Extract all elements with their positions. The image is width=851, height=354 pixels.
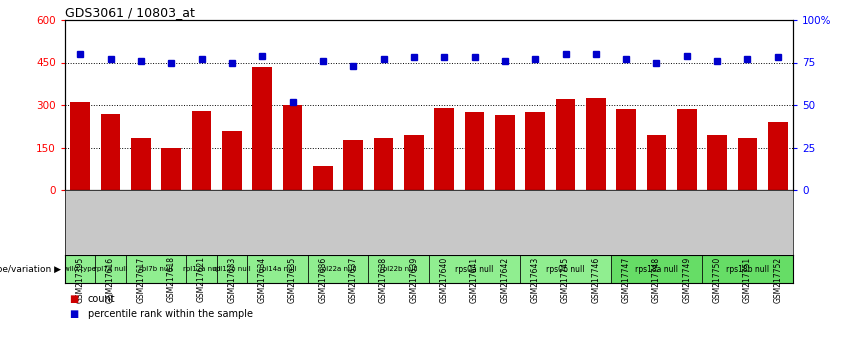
Bar (191, 111, 211, 190)
Bar (556, 99, 575, 190)
Text: rps0b null: rps0b null (546, 264, 585, 274)
Text: ■: ■ (69, 293, 78, 303)
Text: rpl12a null: rpl12a null (183, 266, 220, 272)
Bar (647, 135, 666, 190)
Text: rpl7a null: rpl7a null (94, 266, 127, 272)
Bar (738, 138, 757, 190)
Text: percentile rank within the sample: percentile rank within the sample (88, 309, 253, 319)
Bar (283, 105, 302, 190)
Text: genotype/variation ▶: genotype/variation ▶ (0, 264, 61, 274)
Text: GDS3061 / 10803_at: GDS3061 / 10803_at (65, 6, 195, 19)
Bar (434, 108, 454, 190)
Bar (247, 255, 308, 283)
Bar (611, 255, 702, 283)
Text: count: count (88, 293, 116, 303)
Text: rpl22a null: rpl22a null (319, 266, 357, 272)
Bar (495, 115, 515, 190)
Bar (162, 148, 181, 190)
Bar (126, 255, 186, 283)
Bar (100, 114, 120, 190)
Bar (768, 122, 788, 190)
Text: rpl14a null: rpl14a null (259, 266, 296, 272)
Bar (71, 102, 90, 190)
Bar (186, 255, 217, 283)
Bar (252, 67, 272, 190)
Bar (368, 255, 429, 283)
Text: ■: ■ (69, 309, 78, 319)
Bar (707, 135, 727, 190)
Bar (586, 98, 606, 190)
Bar (374, 138, 393, 190)
Text: rps18a null: rps18a null (635, 264, 678, 274)
Text: rps0a null: rps0a null (455, 264, 494, 274)
Bar (616, 109, 636, 190)
Bar (65, 255, 95, 283)
Text: wild type: wild type (64, 266, 96, 272)
Bar (308, 255, 368, 283)
Bar (525, 112, 545, 190)
Bar (520, 255, 611, 283)
Bar (95, 255, 126, 283)
Bar (677, 109, 697, 190)
Text: rpl12b null: rpl12b null (213, 266, 251, 272)
Bar (343, 141, 363, 190)
Bar (131, 138, 151, 190)
Bar (222, 131, 242, 190)
Bar (429, 255, 520, 283)
Bar (217, 255, 247, 283)
Text: rps18b null: rps18b null (726, 264, 769, 274)
Bar (702, 255, 793, 283)
Text: rpl22b null: rpl22b null (380, 266, 418, 272)
Bar (313, 166, 333, 190)
Bar (404, 135, 424, 190)
Bar (465, 112, 484, 190)
Text: rpl7b null: rpl7b null (140, 266, 173, 272)
